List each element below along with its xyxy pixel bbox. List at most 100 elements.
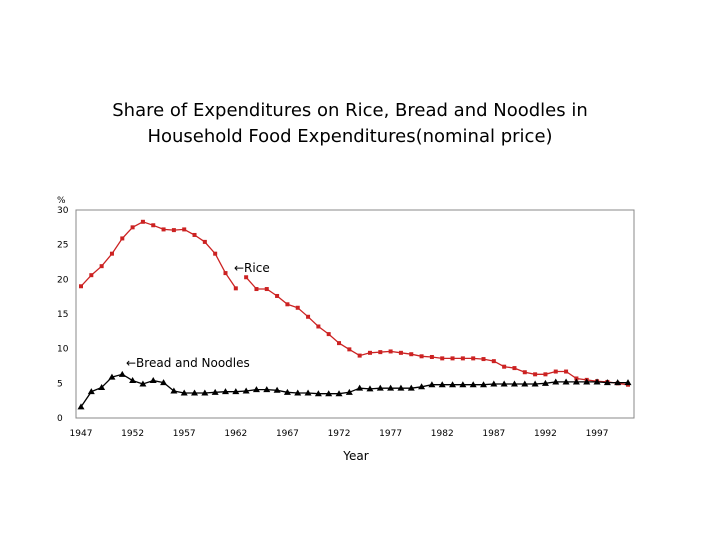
bread-and-noodles-point-1952 — [129, 377, 137, 384]
rice-point-1950 — [109, 251, 114, 256]
bread-and-noodles-point-1984 — [459, 381, 467, 388]
bread-and-noodles-point-1969 — [304, 389, 312, 396]
rice-point-1982 — [440, 356, 445, 361]
bread-and-noodles-point-1988 — [500, 380, 508, 387]
bread-and-noodles-point-1971 — [325, 390, 333, 397]
x-tick-label-1972: 1972 — [328, 429, 351, 439]
rice-point-1953 — [140, 219, 145, 224]
bread-and-noodles-line-segment-1 — [80, 373, 628, 408]
rice-point-1979 — [409, 352, 414, 357]
bread-and-noodles-point-1974 — [356, 384, 364, 391]
y-axis-ticks: 0 5 10 15 20 25 30 — [57, 206, 69, 424]
rice-point-1985 — [471, 356, 476, 361]
chart-title-line-2: Household Food Expenditures(nominal pric… — [147, 126, 553, 147]
rice-point-1983 — [450, 356, 455, 361]
x-axis-ticks: 1947 1952 1957 1962 1967 1972 1977 1982 1987 1992… — [70, 429, 609, 439]
bread-and-noodles-point-1968 — [294, 389, 302, 396]
rice-point-1955 — [161, 227, 166, 232]
rice-point-1949 — [99, 264, 104, 269]
y-tick-label-0: 0 — [57, 414, 63, 424]
x-tick-label-1962: 1962 — [224, 429, 247, 439]
rice-point-1973 — [347, 347, 352, 352]
rice-point-1988 — [502, 364, 507, 369]
bread-and-noodles-point-1975 — [366, 385, 374, 392]
x-axis-label: Year — [342, 449, 368, 463]
rice-line-segment-1 — [80, 221, 237, 289]
rice-point-1970 — [316, 324, 321, 329]
rice-point-1960 — [213, 251, 218, 256]
rice-point-1954 — [151, 223, 156, 228]
rice-point-1965 — [264, 287, 269, 292]
y-tick-label-10: 10 — [57, 345, 69, 355]
rice-point-1986 — [481, 357, 486, 362]
y-tick-label-20: 20 — [57, 275, 69, 285]
rice-point-1961 — [223, 271, 228, 276]
rice-point-1959 — [202, 239, 207, 244]
bread-and-noodles-point-1997 — [593, 378, 601, 385]
bread-and-noodles-point-1978 — [397, 384, 405, 391]
rice-point-1951 — [120, 236, 125, 241]
bread-and-noodles-point-1954 — [149, 377, 157, 384]
bread-and-noodles-point-1977 — [387, 384, 395, 391]
x-tick-label-1957: 1957 — [173, 429, 196, 439]
bread-and-noodles-point-1967 — [283, 388, 291, 395]
bread-and-noodles-point-1999 — [614, 379, 622, 386]
rice-point-1975 — [367, 350, 372, 355]
bread-and-noodles-point-1986 — [480, 381, 488, 388]
bread-and-noodles-point-1980 — [418, 383, 426, 390]
bread-and-noodles-point-1987 — [490, 380, 498, 387]
series-layer — [77, 219, 632, 410]
x-tick-label-1952: 1952 — [121, 429, 144, 439]
rice-point-1963 — [244, 275, 249, 280]
bread-and-noodles-point-1982 — [438, 381, 446, 388]
bread-and-noodles-point-1976 — [376, 384, 384, 391]
plot-area-frame — [75, 209, 635, 419]
rice-point-1980 — [419, 354, 424, 359]
x-tick-label-1992: 1992 — [534, 429, 557, 439]
rice-point-1957 — [182, 227, 187, 232]
rice-point-1968 — [295, 305, 300, 310]
rice-point-1956 — [171, 228, 176, 233]
x-tick-label-1967: 1967 — [276, 429, 299, 439]
bread-and-noodles-point-1983 — [449, 381, 457, 388]
rice-point-1947 — [79, 284, 83, 289]
bread-and-noodles-point-1949 — [98, 383, 106, 390]
x-tick-label-1977: 1977 — [379, 429, 402, 439]
bread-and-noodles-point-1966 — [273, 386, 281, 393]
bread-and-noodles-point-1989 — [510, 380, 518, 387]
rice-point-1994 — [564, 369, 569, 374]
bread-and-noodles-point-1948 — [87, 388, 95, 395]
bread-and-noodles-point-1953 — [139, 380, 147, 387]
rice-line-segment-2 — [245, 276, 629, 386]
rice-point-1974 — [357, 353, 362, 358]
y-axis-unit-label: % — [57, 196, 66, 206]
bread-and-noodles-point-1991 — [531, 380, 539, 387]
x-tick-label-1982: 1982 — [431, 429, 454, 439]
rice-point-1969 — [306, 314, 311, 319]
bread-and-noodles-point-1995 — [572, 378, 580, 385]
y-tick-label-5: 5 — [57, 379, 63, 389]
rice-point-1976 — [378, 350, 383, 355]
bread-and-noodles-point-1998 — [603, 379, 611, 386]
rice-point-1962 — [233, 286, 238, 291]
bread-and-noodles-point-2000 — [624, 379, 632, 386]
bread-and-noodles-point-1990 — [521, 380, 529, 387]
rice-point-1958 — [192, 232, 197, 237]
rice-point-1948 — [89, 273, 94, 278]
bread-and-noodles-point-1956 — [170, 387, 178, 394]
y-tick-label-15: 15 — [57, 310, 68, 320]
bread-and-noodles-point-1981 — [428, 381, 436, 388]
bread-and-noodles-point-1957 — [180, 389, 188, 396]
x-tick-label-1997: 1997 — [586, 429, 609, 439]
x-tick-label-1987: 1987 — [482, 429, 505, 439]
bread-and-noodles-point-1951 — [118, 370, 126, 377]
bread-and-noodles-point-1964 — [252, 386, 260, 393]
bread-and-noodles-point-1973 — [345, 388, 353, 395]
rice-point-1964 — [254, 287, 259, 292]
rice-point-1981 — [429, 354, 434, 359]
rice-point-1990 — [522, 370, 527, 375]
bread-noodles-annotation: ←Bread and Noodles — [126, 356, 250, 370]
rice-point-1987 — [491, 359, 496, 364]
chart-title: Share of Expenditures on Rice, Bread and… — [0, 98, 700, 150]
bread-and-noodles-point-1985 — [469, 381, 477, 388]
